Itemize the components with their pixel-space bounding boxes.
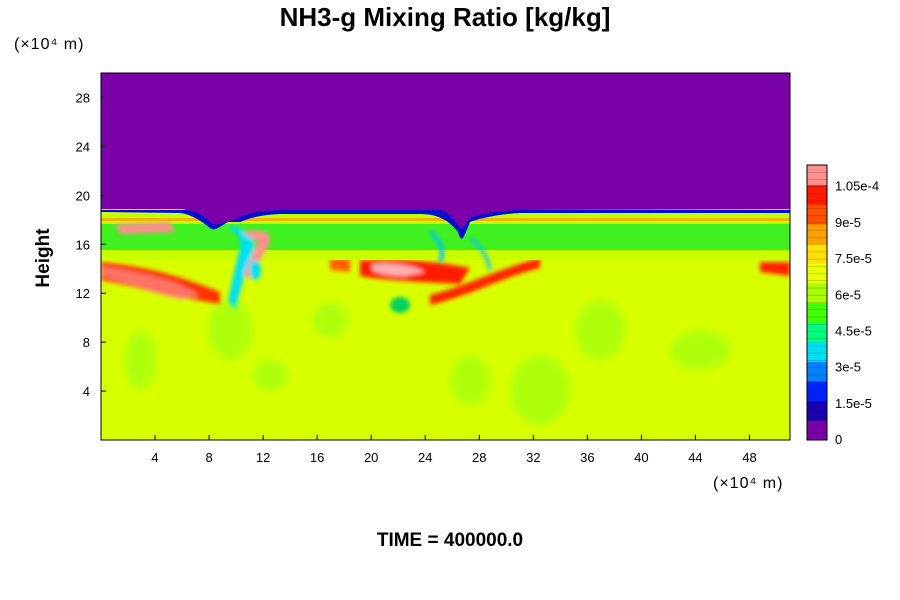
x-axis: 4 8 12 16 20 24 28 32 36 40 44 48 [151, 435, 757, 465]
y-axis-unit: (×10⁴ m) [14, 36, 84, 53]
colorbar-swatch [807, 381, 827, 402]
colorbar-swatch [807, 282, 827, 303]
y-tick-label: 4 [83, 384, 90, 399]
field-lower-mottle [124, 300, 730, 425]
field-green-band [101, 222, 790, 252]
colorbar-swatch [807, 420, 827, 441]
x-tick-label: 4 [151, 450, 158, 465]
y-tick-label: 12 [76, 286, 90, 301]
x-tick-label: 40 [634, 450, 648, 465]
colorbar-swatch [807, 223, 827, 245]
field-top-layer [101, 73, 790, 229]
colorbar-swatch [807, 361, 827, 382]
colorbar-swatch [807, 243, 827, 264]
colorbar-label: 3e-5 [835, 360, 861, 375]
y-tick-label: 28 [76, 90, 90, 105]
colorbar-swatch [807, 302, 827, 323]
colorbar-label: 4.5e-5 [835, 323, 872, 338]
x-tick-label: 16 [310, 450, 324, 465]
plot-area [101, 73, 790, 440]
x-tick-label: 24 [418, 450, 432, 465]
colorbar-swatch [807, 341, 827, 362]
colorbar-swatch [807, 184, 827, 205]
colorbar-label: 1.5e-5 [835, 396, 872, 411]
field-blue-edge [101, 210, 790, 239]
colorbar-label: 1.05e-4 [835, 179, 879, 194]
x-tick-label: 20 [364, 450, 378, 465]
x-axis-unit: (×10⁴ m) [713, 475, 783, 492]
colorbar-frame [806, 164, 828, 441]
colorbar: 0 1.5e-5 3e-5 4.5e-5 6e-5 7.5e-5 9e-5 1.05e-4 [806, 164, 879, 447]
colorbar-swatch [807, 263, 827, 284]
colorbar-label: 7.5e-5 [835, 251, 872, 266]
colorbar-label: 9e-5 [835, 215, 861, 230]
colorbar-swatch [807, 204, 827, 225]
y-tick-label: 8 [83, 335, 90, 350]
field-red-band [101, 258, 790, 305]
colorbar-label: 0 [835, 432, 842, 447]
colorbar-swatch [807, 322, 827, 343]
x-tick-label: 32 [526, 450, 540, 465]
chart-title: NH3-g Mixing Ratio [kg/kg] [280, 2, 611, 32]
x-tick-label: 12 [256, 450, 270, 465]
colorbar-swatch [807, 400, 827, 421]
time-label: TIME = 400000.0 [376, 530, 524, 551]
x-tick-label: 48 [742, 450, 756, 465]
y-tick-label: 20 [76, 188, 90, 203]
y-tick-label: 16 [76, 237, 90, 252]
x-tick-label: 44 [688, 450, 702, 465]
x-tick-label: 28 [472, 450, 486, 465]
y-axis: 4 8 12 16 20 24 28 [76, 90, 106, 399]
colorbar-swatch [807, 165, 827, 186]
y-tick-label: 24 [76, 139, 90, 154]
y-axis-label: Height [33, 228, 54, 288]
colorbar-label: 6e-5 [835, 287, 861, 302]
plot-frame [100, 72, 791, 441]
x-tick-label: 8 [205, 450, 212, 465]
x-tick-label: 36 [580, 450, 594, 465]
field-turbulent-features [115, 222, 492, 313]
